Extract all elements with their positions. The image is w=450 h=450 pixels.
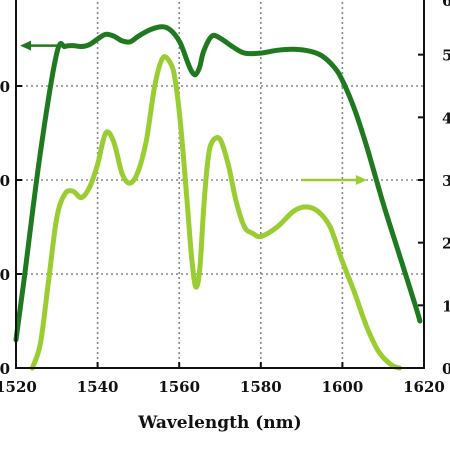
right-tick-label: 3 [442,172,450,190]
right-tick-label: 6 [442,0,450,10]
left-tick-label: 0 [0,78,10,96]
x-tick-label: 1560 [158,378,200,396]
arrow-left-annotation [20,40,65,51]
x-tick-label: 1520 [0,378,37,396]
annotation-arrows [20,40,367,185]
series-layer [13,24,423,371]
right-tick-label: 2 [442,235,450,253]
left-tick-label: 0 [0,172,10,190]
right-tick-label: 4 [442,109,450,127]
right-tick-label: 0 [442,360,450,378]
arrow-head [20,40,32,51]
x-tick-label: 1540 [77,378,119,396]
series-line-right-axis [29,54,402,371]
left-tick-label: 0 [0,360,10,378]
right-tick-label: 5 [442,47,450,65]
arrow-right-annotation [301,175,367,185]
right-tick-label: 1 [442,297,450,315]
series-line-left-axis [13,24,423,343]
x-tick-label: 1620 [403,378,445,396]
x-tick-label: 1600 [322,378,364,396]
left-tick-label: 0 [0,266,10,284]
x-tick-label: 1580 [240,378,282,396]
x-axis-label: Wavelength (nm) [137,413,301,433]
arrow-head [355,175,367,185]
